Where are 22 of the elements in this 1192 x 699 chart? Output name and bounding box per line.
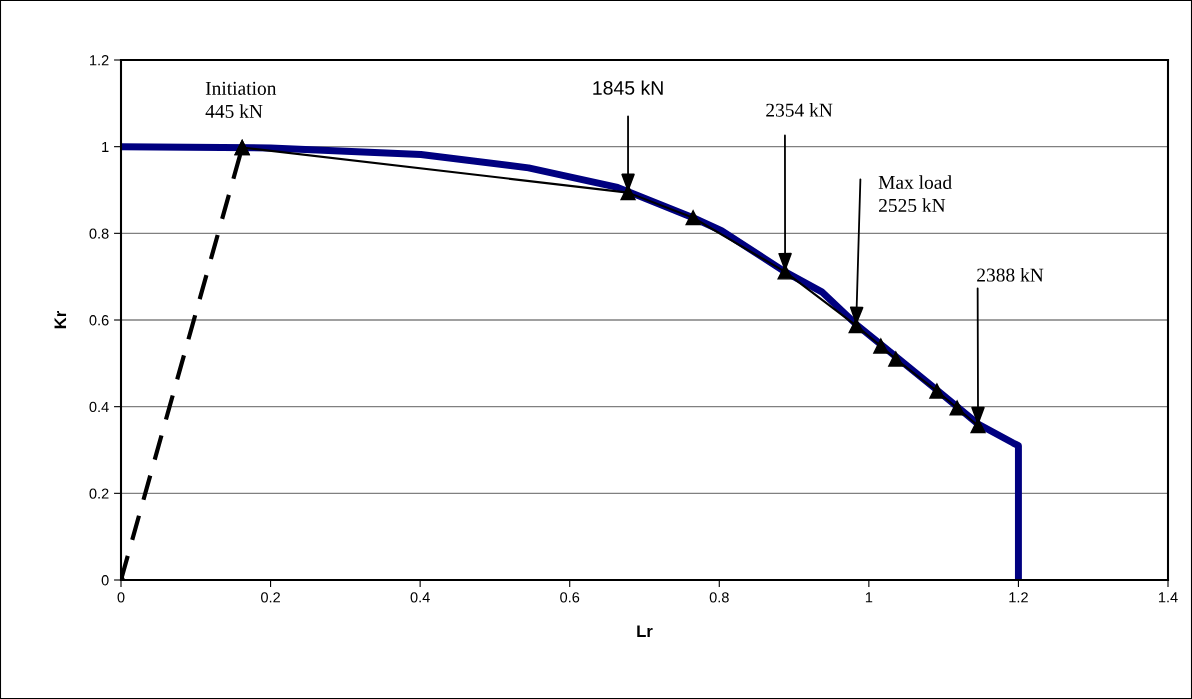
x-tick-label: 0.6	[560, 592, 580, 603]
y-tick-label: 0.6	[89, 315, 109, 326]
annotation: 2354 kN	[766, 103, 833, 117]
x-tick-label: 0	[117, 592, 125, 603]
x-tick-label: 0.8	[709, 592, 729, 603]
y-axis-title: Kr	[54, 310, 67, 329]
y-tick-label: 0	[101, 575, 109, 586]
y-tick-label: 1.2	[90, 55, 109, 66]
x-tick-label: 0.4	[410, 592, 430, 603]
y-tick-label: 0.8	[89, 228, 109, 239]
x-tick-label: 1.2	[1009, 592, 1028, 603]
annotation: Max load 2525 kN	[878, 175, 952, 213]
annotation: 2388 kN	[977, 267, 1044, 282]
y-tick-label: 0.2	[89, 488, 109, 499]
x-tick-label: 1	[865, 592, 873, 603]
y-tick-label: 1	[102, 141, 109, 152]
y-tick-label: 0.4	[89, 401, 109, 413]
x-tick-label: 1.4	[1158, 592, 1178, 603]
x-tick-label: 0.2	[261, 592, 280, 603]
x-axis-title: Lr	[637, 625, 653, 637]
annotation: Initiation 445 kN	[205, 81, 277, 118]
annotation: 1845 kN	[593, 80, 663, 95]
